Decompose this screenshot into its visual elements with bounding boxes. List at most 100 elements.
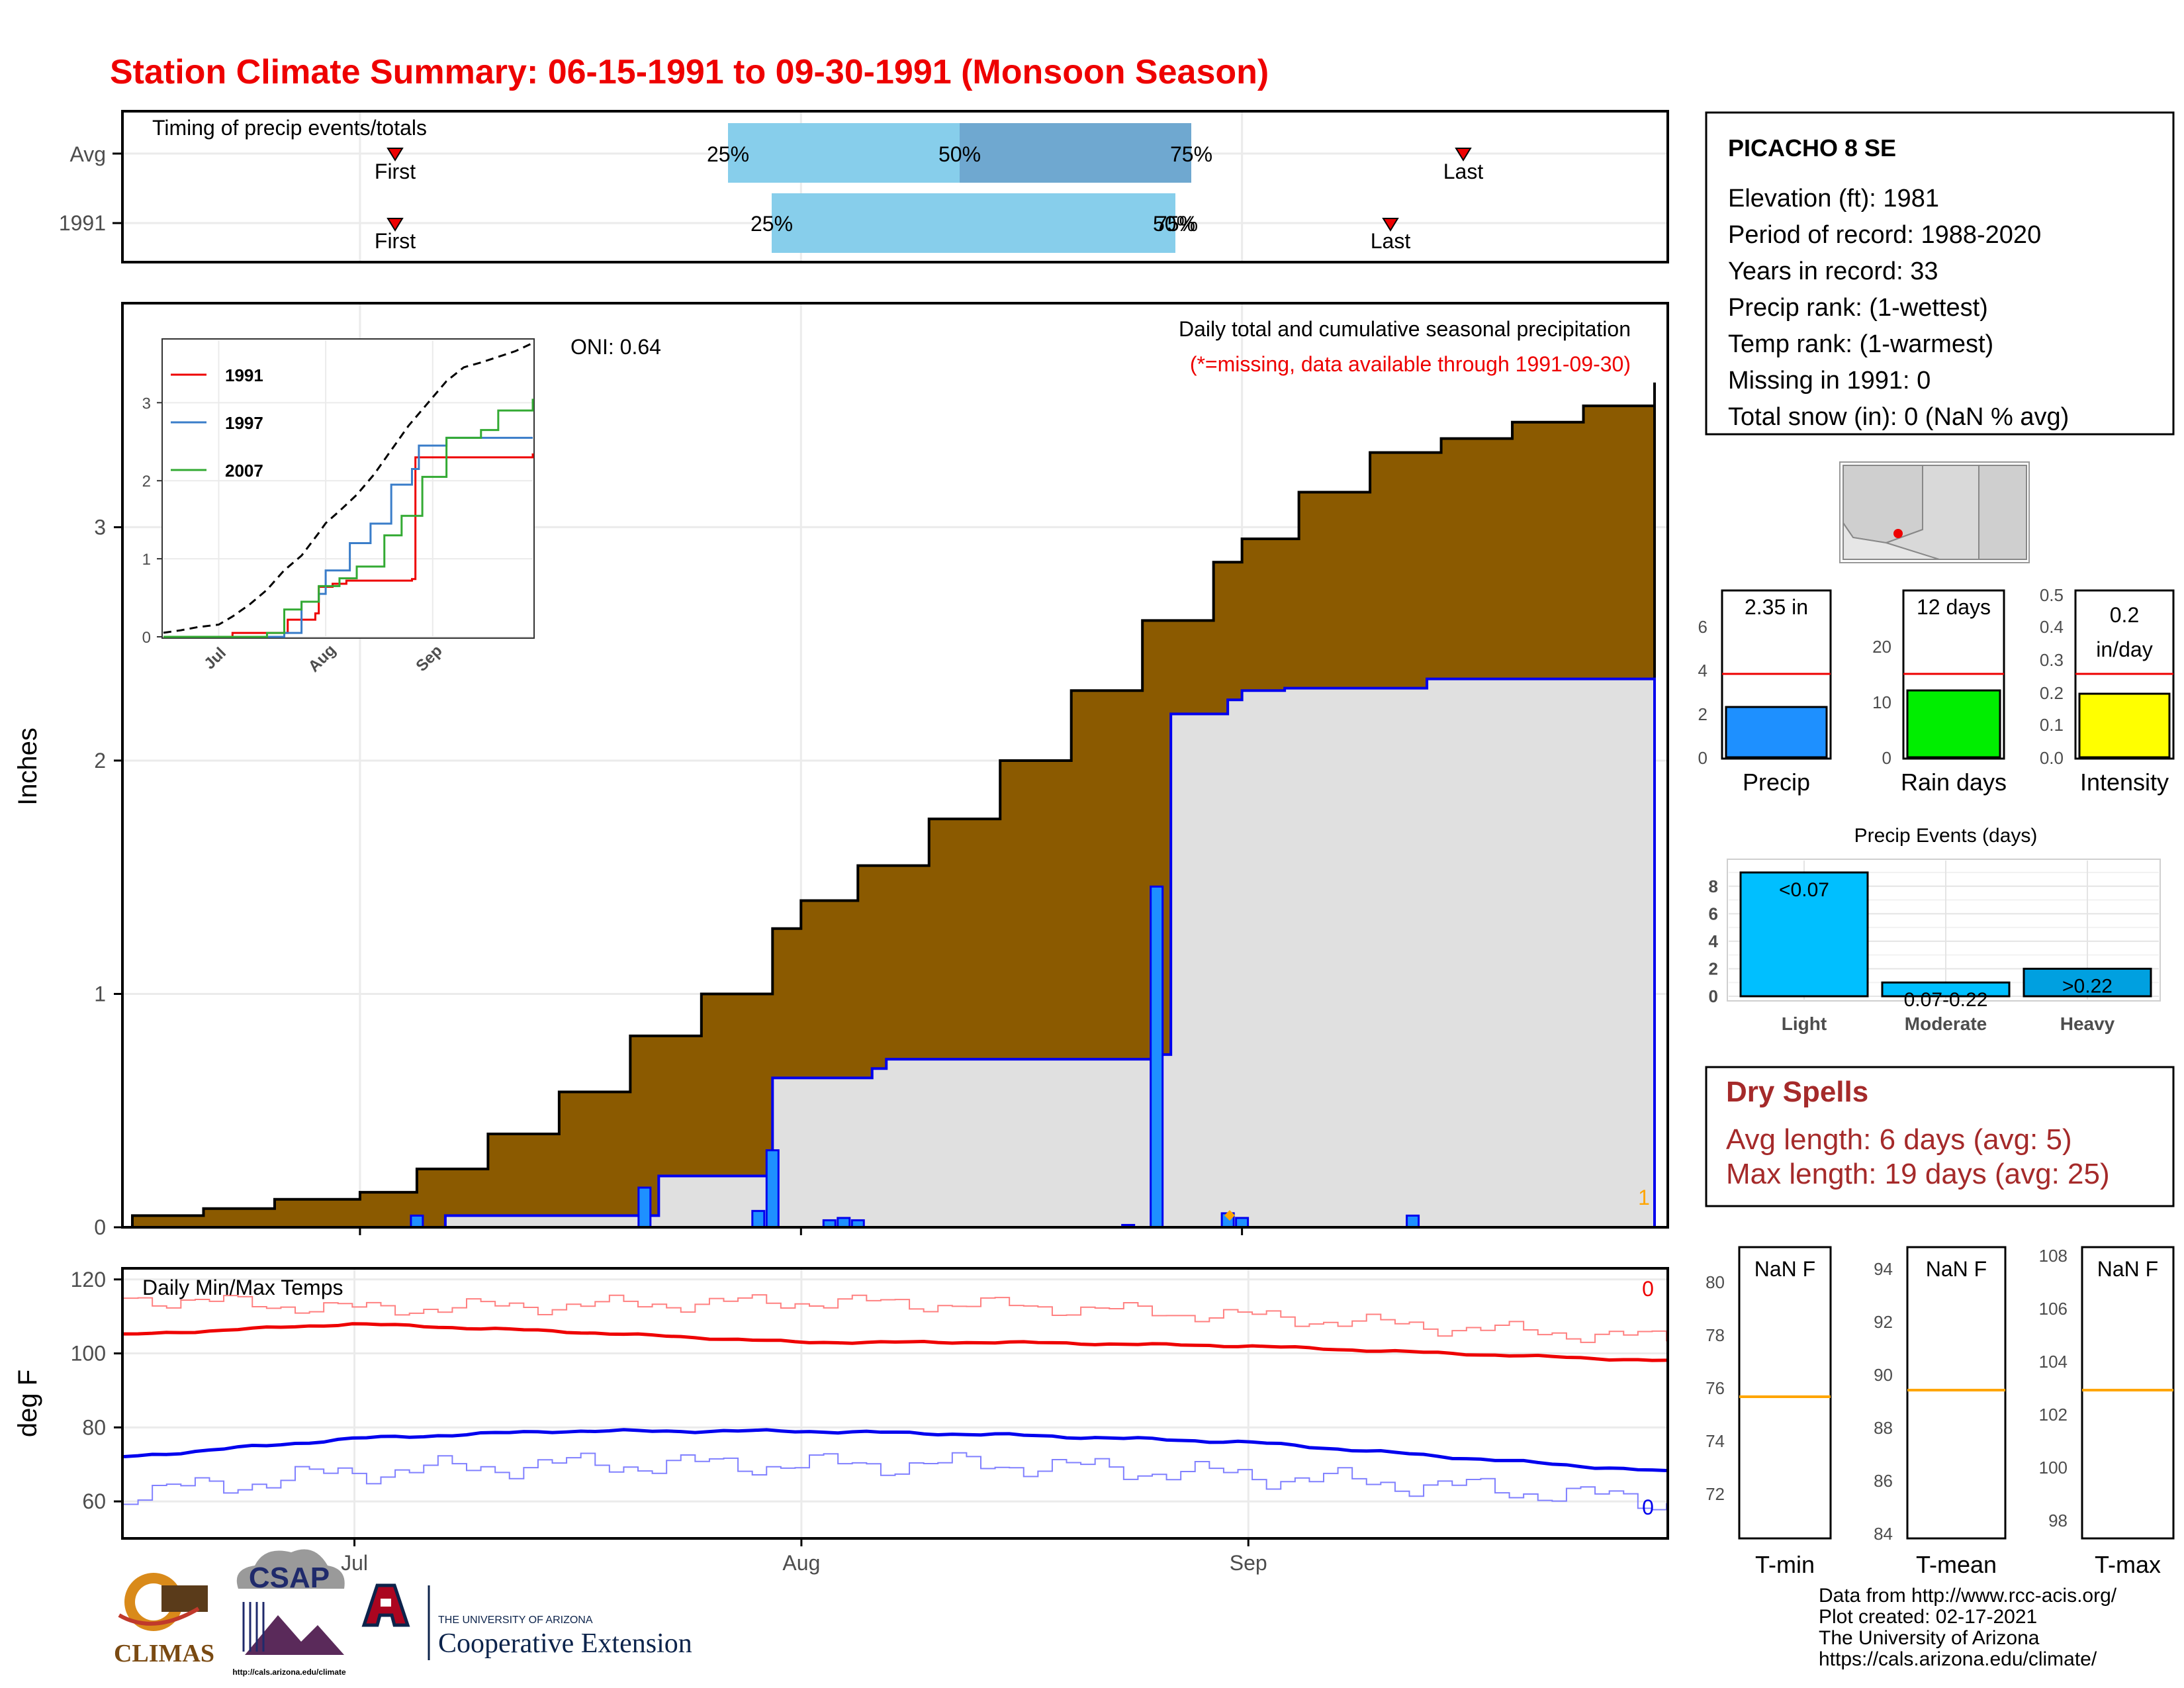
dry-spells-box: Dry Spells Avg length: 6 days (avg: 5) M… [1705,1066,2175,1207]
tmean-summary-yticks: 84 86 88 90 92 94 [1874,1259,1893,1544]
climas-logo: CLIMAS [114,1573,214,1667]
timing-panel: Timing of precip events/totals Avg 1991 … [59,110,1669,263]
precip-events-cat-heavy: Heavy [2060,1013,2115,1034]
svg-text:78: 78 [1706,1325,1725,1345]
svg-text:106: 106 [2039,1299,2068,1319]
temp-xtick-label: Jul [341,1551,368,1575]
svg-text:20: 20 [1872,637,1891,657]
rain-days-summary-bar [1906,689,2001,759]
svg-text:0.3: 0.3 [2040,650,2064,670]
avg-quartile-bar-high [960,123,1191,183]
main-ytick-label: 0 [94,1215,106,1239]
svg-text:88: 88 [1874,1418,1893,1438]
intensity-summary-bar [2078,692,2171,759]
tmean-summary: NaN F T-mean 84 86 88 90 92 94 [1874,1246,2007,1578]
station-location-dot [1893,529,1903,538]
precip-summary-label: Precip [1743,769,1810,796]
svg-text:94: 94 [1874,1259,1893,1279]
station-info-box: PICACHO 8 SE Elevation (ft): 1981 Period… [1705,111,2175,436]
avg-first-label: First [375,160,416,183]
station-elevation: Elevation (ft): 1981 [1728,185,1939,212]
y1991-quartile-bar [772,193,1175,253]
rain-days-summary-value: 12 days [1917,595,1991,619]
daily-precip-bar [1235,1217,1250,1229]
timing-title: Timing of precip events/totals [152,116,427,140]
svg-text:0.4: 0.4 [2040,617,2064,637]
intensity-summary: 0.2 in/day Intensity 0.0 0.1 0.2 0.3 0.4… [2040,585,2175,796]
inset-legend-2007: 2007 [225,461,263,481]
svg-text:0: 0 [1698,748,1707,768]
station-snow: Total snow (in): 0 (NaN % avg) [1728,403,2069,431]
svg-text:90: 90 [1874,1365,1893,1385]
precip-events-ytick-label: 2 [1709,959,1718,978]
tmax-avg-line [123,1322,1667,1362]
daily-precip-bar [410,1214,424,1229]
inset-1997-line [163,436,533,638]
ua-logo: THE UNIVERSITY OF ARIZONA Cooperative Ex… [361,1583,692,1660]
temp-panel: 60 80 100 120 Jul Aug Sep Daily Min/Max Temps… [13,1267,1669,1575]
tmin-1991-line [124,1452,1667,1511]
daily-precip-bar [751,1209,766,1229]
svg-text:0.1: 0.1 [2040,715,2064,735]
coop-extension-text: Cooperative Extension [438,1628,692,1659]
svg-text:104: 104 [2039,1352,2068,1372]
precip-summary-value: 2.35 in [1745,595,1808,619]
svg-text:0.0: 0.0 [2040,748,2064,768]
inset-legend-1997: 1997 [225,413,263,433]
tmin-summary-yticks: 72 74 76 78 80 [1706,1272,1725,1504]
y1991-first-marker-icon [387,218,404,232]
intensity-summary-value: 0.2 [2110,603,2139,627]
main-ytick-label: 2 [94,749,106,773]
main-ylabel: Inches [13,727,42,806]
station-missing: Missing in 1991: 0 [1728,367,1931,395]
precip-events-ytick-label: 0 [1709,986,1718,1006]
footer-line-2: Plot created: 02-17-2021 [1819,1606,2037,1628]
inset-2007-line [163,399,534,638]
svg-text:102: 102 [2039,1405,2068,1425]
temp-ytick-label: 100 [71,1342,106,1366]
page-title: Station Climate Summary: 06-15-1991 to 0… [110,53,1269,91]
tmin-missing: 0 [1642,1495,1654,1519]
y1991-first-label: First [375,229,416,253]
svg-text:0: 0 [1882,748,1891,768]
oni-label: ONI: 0.64 [570,335,661,359]
svg-text:0.5: 0.5 [2040,585,2064,605]
rain-days-summary-label: Rain days [1901,769,2007,796]
inset-legend-1991: 1991 [225,365,263,385]
csap-logo-text: CSAP [249,1562,330,1594]
temp-ytick-label: 60 [82,1489,106,1513]
daily-precip-bar [765,1149,780,1229]
temp-xtick-label: Sep [1230,1551,1267,1575]
csap-logo-url: http://cals.arizona.edu/climate [232,1667,346,1677]
main-ytick-label: 1 [94,982,106,1006]
avg-q75-label: 75% [1170,142,1212,166]
ua-logo-small: THE UNIVERSITY OF ARIZONA [438,1615,593,1626]
footer-line-3: The University of Arizona [1819,1627,2040,1649]
tmin-summary-label: T-min [1755,1551,1815,1578]
missing-count: 1 [1638,1186,1650,1209]
dry-spells-max: Max length: 19 days (avg: 25) [1726,1158,2110,1190]
daily-precip-bar [1406,1214,1420,1229]
footer-credits: Data from http://www.rcc-acis.org/ Plot … [1819,1585,2117,1670]
main-plot-title: Daily total and cumulative seasonal prec… [1179,317,1631,341]
daily-precip-bar [837,1217,851,1229]
inset-ytick-label: 3 [142,395,151,412]
station-name: PICACHO 8 SE [1728,134,1896,162]
climas-logo-text: CLIMAS [114,1640,214,1667]
svg-text:0.2: 0.2 [2040,683,2064,703]
station-years: Years in record: 33 [1728,258,1938,285]
precip-event-bar-label: >0.22 [2062,975,2113,997]
main-precip-panel: 0 1 2 3 Inches Daily total and cumulative s… [13,302,1669,1239]
svg-text:72: 72 [1706,1484,1725,1504]
footer-line-1: Data from http://www.rcc-acis.org/ [1819,1585,2117,1607]
avg-quartile-bar-low [728,123,960,183]
svg-text:74: 74 [1706,1431,1725,1451]
precip-events-cat-moderate: Moderate [1905,1013,1987,1034]
svg-text:6: 6 [1698,617,1707,637]
temp-ytick-label: 120 [71,1268,106,1291]
y1991-last-marker-icon [1382,218,1399,232]
station-precip-rank: Precip rank: (1-wettest) [1728,294,1988,322]
avg-last-label: Last [1443,160,1484,183]
inset-ytick-label: 2 [142,473,151,491]
